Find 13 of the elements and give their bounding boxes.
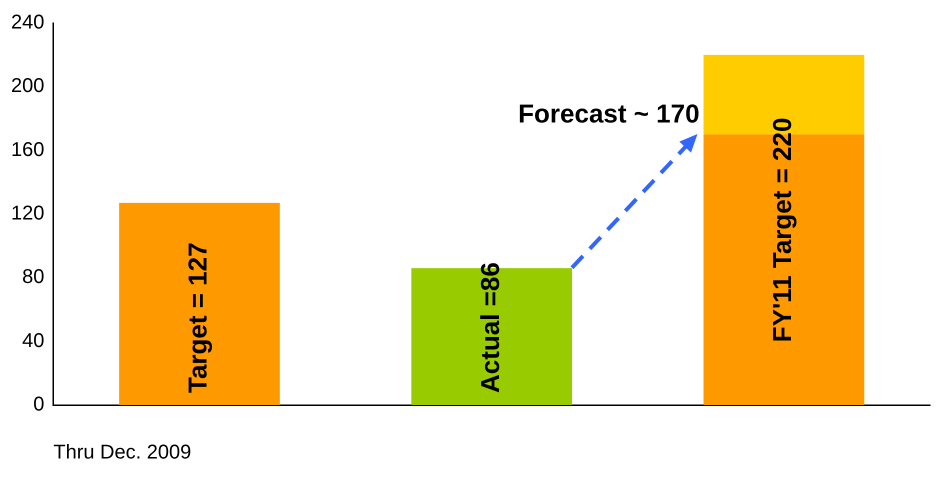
y-tick-label: 160 [10,138,44,161]
data-label: Actual =86 [474,262,505,393]
annotation: Forecast ~ 170 [518,98,700,129]
x-axis-title: Thru Dec. 2009 [53,442,192,464]
data-label: Target = 127 [182,242,213,393]
y-tick-label: 0 [33,394,44,416]
y-tick-label: 80 [22,266,44,288]
y-tick-label: 200 [10,75,44,98]
y-tick-label: 40 [22,330,44,352]
bar [119,202,280,405]
y-tick-label: 120 [10,202,44,225]
y-tick-label: 240 [10,12,44,34]
total-label: FY'11 Target = 220 [767,118,798,342]
